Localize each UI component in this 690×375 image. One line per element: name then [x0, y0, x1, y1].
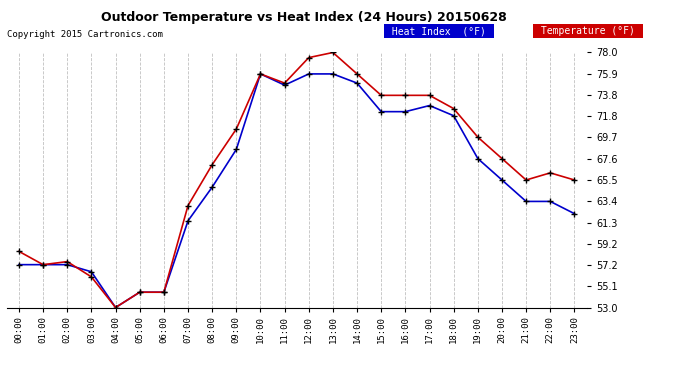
Text: Copyright 2015 Cartronics.com: Copyright 2015 Cartronics.com	[7, 30, 163, 39]
Text: Outdoor Temperature vs Heat Index (24 Hours) 20150628: Outdoor Temperature vs Heat Index (24 Ho…	[101, 11, 506, 24]
Text: Temperature (°F): Temperature (°F)	[535, 26, 640, 36]
Text: Heat Index  (°F): Heat Index (°F)	[386, 26, 492, 36]
